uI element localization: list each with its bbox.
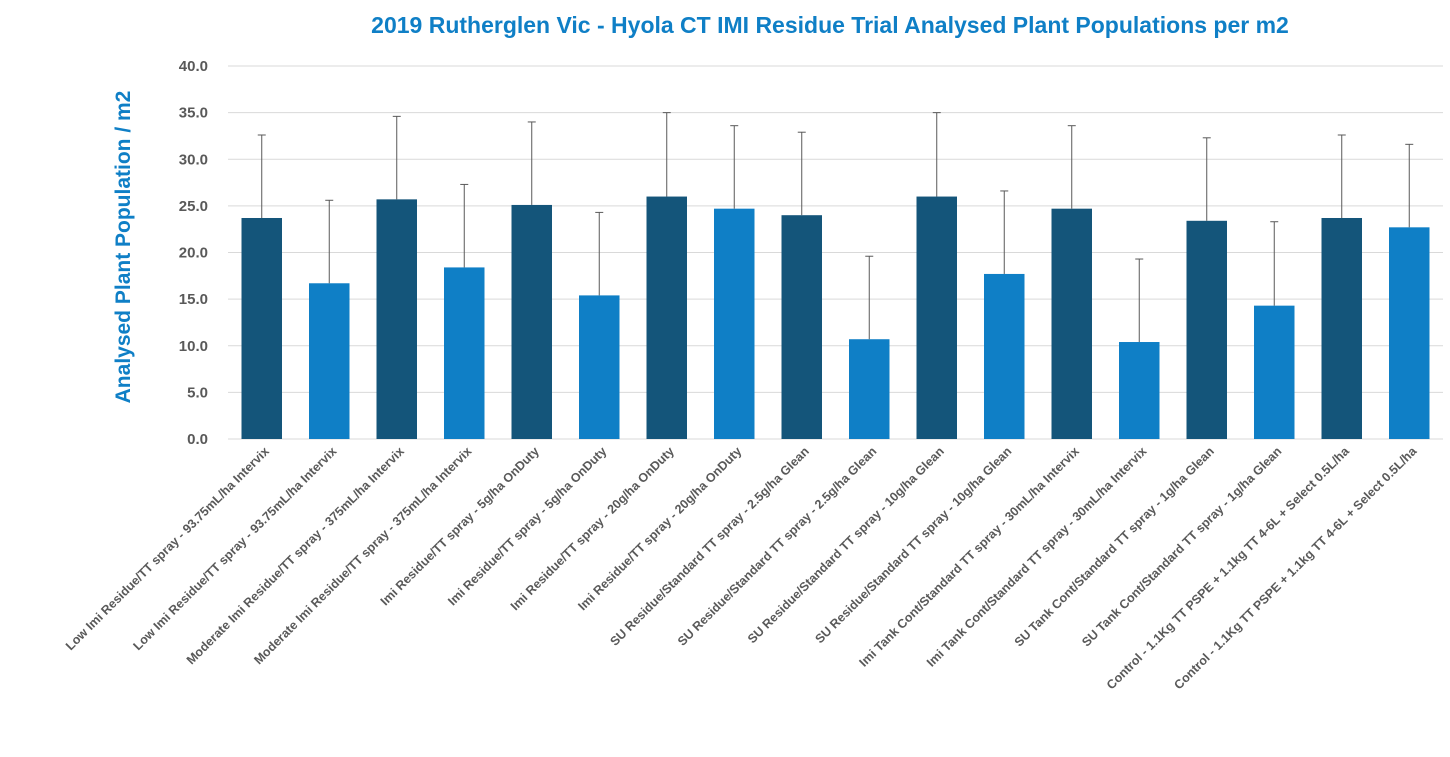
bar bbox=[579, 295, 620, 439]
y-tick-label: 20.0 bbox=[179, 245, 208, 262]
bar bbox=[511, 204, 552, 439]
gridlines bbox=[228, 65, 1443, 440]
bar bbox=[1321, 217, 1362, 439]
bar bbox=[444, 267, 485, 439]
bar bbox=[849, 339, 890, 439]
bar bbox=[1389, 227, 1430, 439]
y-tick-label: 0.0 bbox=[187, 431, 208, 448]
bar bbox=[916, 196, 957, 439]
bar bbox=[241, 217, 282, 439]
bar bbox=[1119, 342, 1160, 439]
x-tick-label: Control - 1.1Kg TT PSPE + 1.1kg TT 4-6L … bbox=[1104, 443, 1353, 692]
y-tick-label: 10.0 bbox=[179, 338, 208, 355]
bars bbox=[241, 196, 1430, 439]
bar bbox=[984, 273, 1025, 439]
y-tick-label: 15.0 bbox=[179, 291, 208, 308]
bar bbox=[781, 215, 822, 439]
bar bbox=[646, 196, 687, 439]
bar bbox=[1051, 208, 1092, 439]
bar bbox=[1254, 305, 1295, 439]
bar bbox=[1186, 220, 1227, 439]
error-bars bbox=[257, 112, 1414, 343]
y-tick-label: 30.0 bbox=[179, 151, 208, 168]
x-tick-label: Imi Tank Cont/Standard TT spray - 30mL/h… bbox=[857, 444, 1082, 669]
y-tick-label: 25.0 bbox=[179, 198, 208, 215]
bar bbox=[714, 208, 755, 439]
y-axis-title: Analysed Plant Population / m2 bbox=[112, 91, 135, 404]
x-tick-labels: Low Imi Residue/TT spray - 93.75mL/ha In… bbox=[63, 443, 1420, 692]
y-tick-label: 5.0 bbox=[187, 384, 208, 401]
y-tick-labels: 0.0 5.0 10.0 15.0 20.0 25.0 30.0 35.0 40.0 bbox=[179, 58, 208, 448]
x-tick-label: Control - 1.1Kg TT PSPE + 1.1kg TT 4-6L … bbox=[1171, 443, 1420, 692]
y-tick-label: 40.0 bbox=[179, 58, 208, 75]
chart-title: 2019 Rutherglen Vic - Hyola CT IMI Resid… bbox=[371, 12, 1289, 38]
bar bbox=[376, 199, 417, 439]
y-tick-label: 35.0 bbox=[179, 105, 208, 122]
bar bbox=[309, 283, 350, 439]
x-tick-label: Imi Tank Cont/Standard TT spray - 30mL/h… bbox=[924, 444, 1149, 669]
